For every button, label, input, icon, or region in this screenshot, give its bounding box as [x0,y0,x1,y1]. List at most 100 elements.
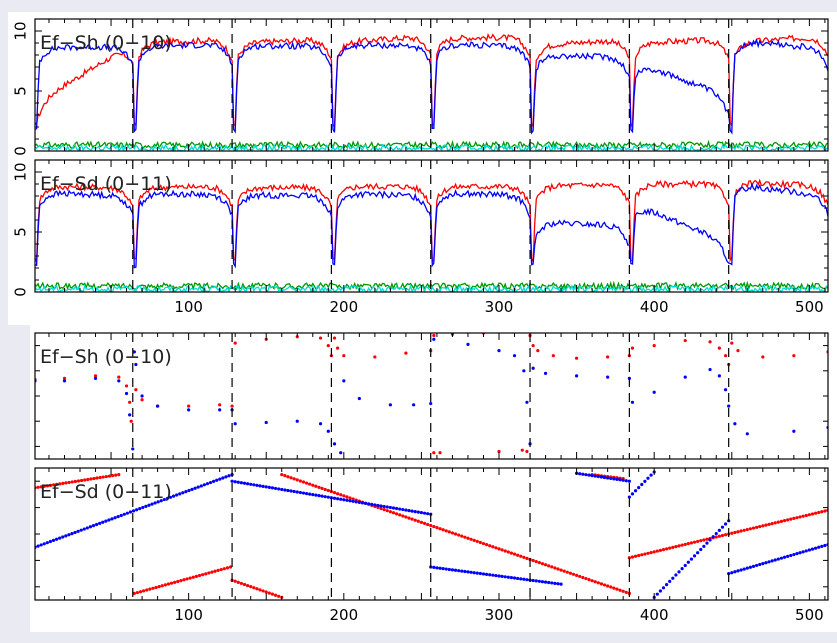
data-point-red [289,476,293,480]
data-point-blue [147,503,151,507]
data-point-red [52,483,56,487]
data-point-blue [165,496,170,501]
data-point-blue [131,509,136,513]
data-point-blue [807,548,811,552]
data-point-red [404,515,408,519]
x-tick-label: 400 [640,298,669,316]
data-point-blue [708,538,712,542]
data-point-red [640,553,644,557]
data-point-blue [602,475,607,480]
data-point-blue [110,517,114,521]
data-point-blue [64,534,68,538]
data-point-red [761,524,765,528]
data-point-blue [339,451,343,455]
data-point-blue [547,580,551,585]
data-point-blue [45,541,49,545]
data-point-red [39,485,43,489]
data-point-blue [215,478,219,482]
data-point-blue [39,543,43,547]
data-point-red [219,567,223,572]
data-point-red [292,477,296,481]
data-point-red [176,579,180,584]
data-point-red [717,534,721,538]
data-point-red [351,497,355,501]
data-point-blue [810,547,815,551]
data-point-red [422,521,427,525]
data-point-blue [720,525,725,529]
data-point-blue [733,422,737,426]
data-point-blue [748,565,753,569]
data-point-blue [491,573,495,577]
data-point-blue [587,473,591,477]
data-point-blue [509,576,514,580]
data-point-red [145,588,149,592]
data-point-red [295,478,299,482]
data-point-blue [776,557,780,561]
data-point-blue [277,487,281,491]
data-point-blue [432,565,436,570]
data-point-red [497,449,501,454]
y-tick-label: 0 [12,146,30,156]
data-point-red [751,526,756,530]
data-point-blue [150,502,154,506]
data-point-red [624,590,628,594]
data-point-blue [286,488,290,493]
data-point-blue [342,379,346,383]
data-point-blue [351,499,355,503]
data-point-red [568,571,572,575]
data-point-red [101,475,105,479]
data-point-red [73,479,77,484]
data-point-red [469,537,473,541]
data-point-red [643,552,647,556]
data-point-red [491,545,495,549]
data-point-blue [73,530,77,535]
data-point-blue [388,403,392,407]
data-point-red [463,535,467,539]
data-point-blue [42,542,46,546]
y-tick-label: 10 [12,21,30,40]
data-point-blue [795,552,799,556]
data-point-red [494,546,498,550]
data-point-blue [764,561,768,565]
data-point-red [148,587,152,591]
data-point-red [169,581,174,585]
data-point-blue [202,483,206,487]
data-point-blue [385,505,389,509]
data-point-red [239,581,243,586]
data-point-blue [770,559,774,563]
panel-title: Ef−Sh (0−10) [40,346,172,368]
data-point-red [407,516,411,520]
data-point-blue [190,487,194,491]
top-figure-white [8,12,837,325]
data-point-red [531,558,535,563]
data-point-blue [512,576,517,580]
data-point-red [93,374,98,378]
data-point-blue [363,501,368,505]
data-point-blue [584,473,588,477]
data-point-blue [199,484,203,488]
data-point-red [314,484,318,488]
data-point-red [457,533,461,537]
data-point-blue [637,486,641,490]
data-point-blue [317,494,321,498]
data-point-red [410,517,414,521]
data-point-blue [54,537,59,541]
data-point-red [599,582,604,586]
plot-area-4 [35,468,828,600]
data-point-blue [295,490,299,494]
data-point-red [140,398,144,402]
data-point-blue [131,447,135,451]
data-point-blue [404,508,408,512]
data-point-red [472,538,476,542]
data-point-red [714,535,718,539]
data-point-red [201,573,205,577]
data-point-red [98,475,102,480]
panel-2: 100 200 300 400 500 0 5 10 Ef−Sd (0−11) [12,159,829,316]
data-point-red [388,510,392,514]
data-point-blue [208,480,213,485]
data-point-blue [348,499,352,503]
data-point-red [590,579,594,583]
data-point-blue [522,577,526,581]
data-point-red [581,575,585,580]
data-point-red [540,562,545,566]
